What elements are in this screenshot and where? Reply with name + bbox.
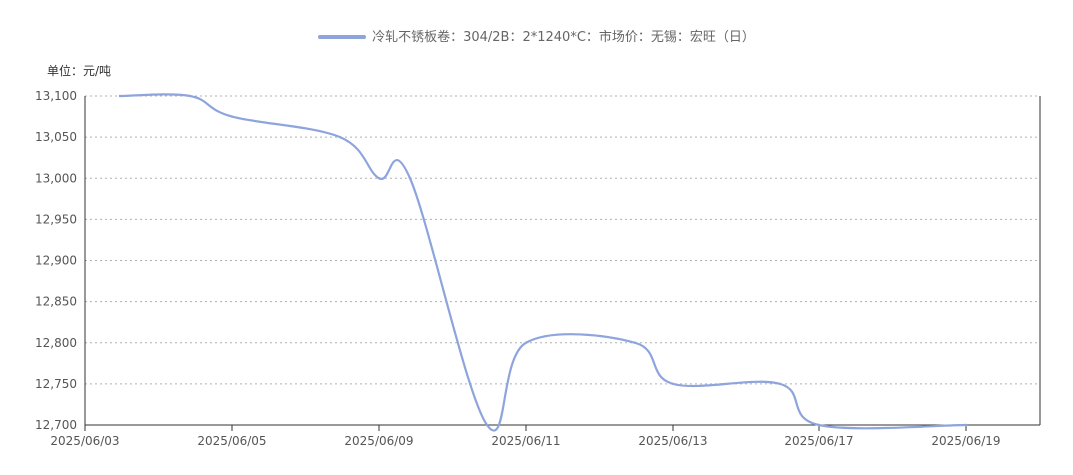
data-point [408, 177, 412, 180]
data-point [188, 94, 192, 98]
data-point [817, 423, 821, 427]
y-tick-label: 13,000 [35, 171, 77, 185]
legend[interactable]: 冷轧不锈板卷：304/2B：2*1240*C：市场价：无锡：宏旺（日） [0, 26, 1073, 45]
y-tick-label: 12,800 [35, 336, 77, 350]
data-point [633, 341, 637, 344]
y-tick-label: 12,950 [35, 212, 77, 226]
data-point [338, 135, 342, 139]
data-point [671, 382, 675, 386]
x-tick-label: 2025/06/03 [50, 434, 119, 448]
y-tick-label: 12,700 [35, 418, 77, 432]
x-tick-label: 2025/06/11 [491, 434, 560, 448]
y-tick-label: 12,750 [35, 377, 77, 391]
y-tick-label: 12,850 [35, 295, 77, 309]
y-tick-label: 13,100 [35, 89, 77, 103]
data-point [485, 423, 489, 427]
y-tick-label: 13,050 [35, 130, 77, 144]
legend-line-swatch [318, 34, 367, 39]
x-tick-label: 2025/06/13 [638, 434, 707, 448]
data-point [778, 382, 782, 386]
x-tick-label: 2025/06/09 [344, 434, 413, 448]
unit-label: 单位：元/吨 [47, 64, 112, 78]
data-point [377, 177, 381, 180]
x-tick-label: 2025/06/17 [784, 434, 853, 448]
x-tick-label: 2025/06/05 [197, 434, 266, 448]
y-tick-label: 12,900 [35, 254, 77, 268]
data-point [230, 115, 234, 118]
data-point [118, 94, 122, 98]
x-tick-label: 2025/06/19 [931, 434, 1000, 448]
data-point [964, 423, 968, 427]
legend-label: 冷轧不锈板卷：304/2B：2*1240*C：市场价：无锡：宏旺（日） [372, 30, 755, 45]
series-line [118, 93, 968, 432]
data-point [524, 341, 528, 344]
